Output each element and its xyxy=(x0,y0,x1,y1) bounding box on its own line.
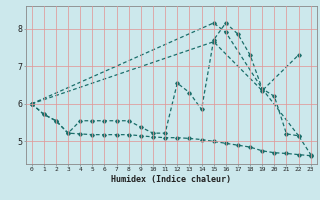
X-axis label: Humidex (Indice chaleur): Humidex (Indice chaleur) xyxy=(111,175,231,184)
